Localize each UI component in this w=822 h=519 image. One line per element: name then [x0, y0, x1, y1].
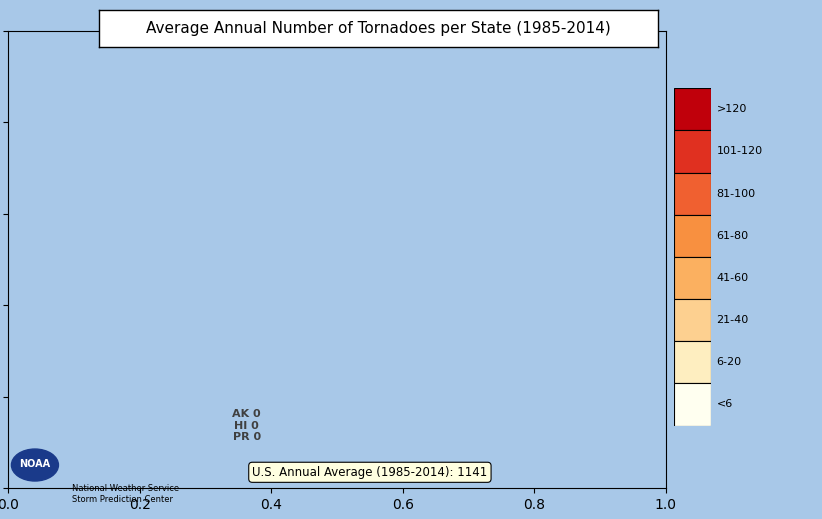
Text: 81-100: 81-100 — [717, 188, 755, 199]
Text: 41-60: 41-60 — [717, 273, 749, 283]
Text: NOAA: NOAA — [20, 459, 50, 469]
Text: 6-20: 6-20 — [717, 357, 741, 367]
Text: Average Annual Number of Tornadoes per State (1985-2014): Average Annual Number of Tornadoes per S… — [145, 21, 611, 36]
Text: 61-80: 61-80 — [717, 231, 749, 241]
Bar — [674, 384, 711, 426]
Bar — [674, 88, 711, 130]
Text: >120: >120 — [717, 104, 747, 114]
Bar — [674, 215, 711, 257]
Bar — [674, 257, 711, 299]
Bar — [674, 172, 711, 215]
Bar — [674, 130, 711, 172]
Text: U.S. Annual Average (1985-2014): 1141: U.S. Annual Average (1985-2014): 1141 — [252, 466, 487, 479]
Text: <6: <6 — [717, 400, 733, 409]
Text: 101-120: 101-120 — [717, 146, 763, 157]
Circle shape — [12, 449, 58, 481]
Bar — [674, 299, 711, 342]
Text: AK 0
HI 0
PR 0: AK 0 HI 0 PR 0 — [233, 409, 261, 442]
Bar — [674, 342, 711, 384]
Text: 21-40: 21-40 — [717, 315, 749, 325]
Text: National Weather Service
Storm Prediction Center: National Weather Service Storm Predictio… — [72, 484, 179, 504]
